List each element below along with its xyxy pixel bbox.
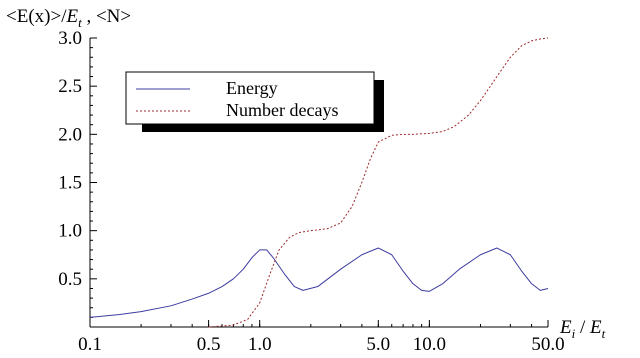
x-tick-label: 0.1 (78, 334, 102, 355)
y-tick-label: 1.5 (58, 173, 82, 194)
legend-label-number-decays: Number decays (226, 100, 338, 120)
y-axis-title-part-2: E (65, 6, 78, 27)
x-ticks: 0.1 0.5 1.0 5.0 10.0 50.0 (78, 320, 565, 355)
y-axis-title-part-1: <E(x)>/ (6, 6, 67, 27)
x-axis-title: Ei / Et (559, 317, 606, 341)
y-axis-title: <E(x)>/Et , <N> (6, 6, 131, 30)
y-tick-label: 2.0 (58, 124, 82, 145)
x-axis-title-part-1: E (559, 317, 572, 338)
x-axis-title-part-4: E (589, 317, 602, 338)
y-ticks: 0.5 1.0 1.5 2.0 2.5 3.0 (58, 28, 97, 318)
number-decays-line (208, 37, 549, 328)
legend-box (125, 71, 375, 125)
y-tick-label: 2.5 (58, 76, 82, 97)
y-axis-title-part-4: , <N> (82, 6, 131, 27)
energy-line (89, 247, 549, 318)
legend: Energy Number decays (125, 71, 384, 132)
series-layer (89, 37, 549, 328)
x-axis-title-part-5: t (602, 326, 606, 341)
legend-label-energy: Energy (226, 78, 278, 98)
x-tick-label: 5.0 (366, 334, 390, 355)
y-axis-title-part-3: t (78, 15, 82, 30)
y-tick-label: 1.0 (58, 221, 82, 242)
y-tick-label: 3.0 (58, 28, 82, 49)
x-tick-label: 50.0 (531, 334, 564, 355)
x-axis-title-part-2: i (572, 326, 576, 341)
y-tick-label: 0.5 (58, 269, 82, 290)
x-axis-title-part-3: / (575, 317, 590, 338)
x-tick-label: 1.0 (248, 334, 272, 355)
x-tick-label: 0.5 (197, 334, 221, 355)
x-tick-label: 10.0 (413, 334, 446, 355)
